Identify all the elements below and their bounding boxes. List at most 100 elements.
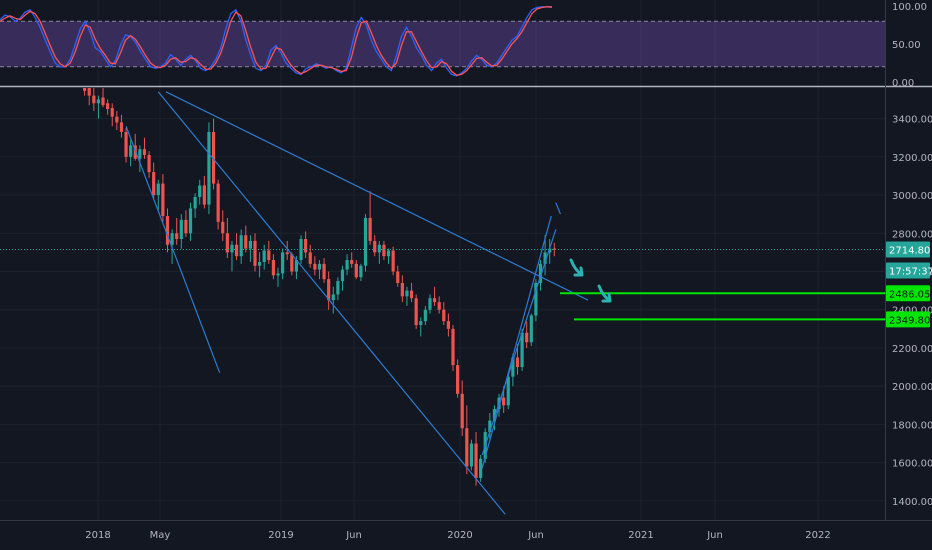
oscillator-tick-label: 100.00 (892, 2, 927, 13)
countdown-tag-text: 17:57:37 (889, 267, 932, 278)
last-price-tag-text: 2714.80 (889, 246, 930, 257)
candle-body (382, 244, 386, 257)
candle-body (142, 149, 147, 155)
candle-body (239, 235, 243, 257)
candle-body (179, 219, 183, 240)
candle-body (285, 252, 289, 255)
price-tick-label: 1400.00 (892, 497, 932, 508)
price-tick-label: 1600.00 (892, 459, 932, 470)
time-tick-label: 2022 (805, 530, 830, 541)
candle-body (156, 183, 160, 196)
candle-body (87, 88, 91, 96)
oscillator-k-line (0, 6, 553, 77)
trendline[interactable] (481, 215, 552, 469)
candle-body (230, 244, 234, 253)
candle-body (165, 216, 170, 245)
candle-body (492, 409, 497, 421)
candle-body (317, 263, 322, 270)
candle-body (267, 250, 271, 261)
price-tick-label: 3400.00 (892, 115, 932, 126)
candle-body (161, 183, 165, 217)
level-price-tag: 2349.80 (886, 311, 930, 328)
candle-body (294, 260, 299, 272)
time-tick-label: 2018 (85, 530, 110, 541)
candle-body (147, 154, 151, 173)
candle-body (202, 185, 206, 205)
candle-body (253, 240, 257, 266)
candle-body (534, 282, 538, 316)
last-price-tag: 2714.80 (886, 241, 930, 258)
price-axis: 3400.003200.003000.002800.002600.002400.… (892, 115, 932, 508)
candle-body (207, 131, 211, 205)
candle-body (543, 252, 547, 264)
candle-body (345, 260, 349, 270)
candle-body (170, 233, 174, 245)
candle-body (419, 321, 423, 326)
trendline[interactable] (125, 126, 221, 374)
candle-body (377, 244, 381, 253)
time-tick-label: Jun (527, 530, 544, 541)
candle-body (193, 196, 197, 209)
candle-body (428, 298, 432, 310)
trendline[interactable] (165, 91, 589, 301)
candle-body (152, 172, 156, 196)
trendline[interactable] (157, 91, 506, 515)
arrow-head (573, 266, 584, 277)
candle-body (529, 315, 533, 343)
candle-body (313, 263, 317, 270)
candle-body (92, 95, 96, 104)
oscillator-panel (0, 6, 885, 77)
candle-body (290, 254, 294, 272)
time-axis: 2018 May 2019 Jun 2020 Jun 2021 Jun 2022 (85, 530, 830, 541)
price-tick-label: 2400.00 (892, 306, 932, 317)
candle-body (234, 244, 239, 257)
curved-arrow-down-icon (569, 258, 584, 277)
candle-body (175, 233, 179, 240)
price-tick-label: 2800.00 (892, 229, 932, 240)
candle-body (188, 208, 193, 234)
candle-body (216, 183, 220, 222)
candle-body (432, 298, 437, 303)
candle-body (460, 393, 464, 429)
candle-body (129, 145, 133, 157)
arrow-shaft (597, 284, 611, 302)
time-tick-label: 2019 (268, 530, 293, 541)
candle-body (400, 282, 404, 297)
candle-body (506, 376, 510, 406)
candle-body (257, 261, 262, 266)
candle-body (119, 122, 124, 132)
candle-body (515, 357, 520, 368)
arrow-shaft (569, 258, 583, 276)
candle-body (520, 332, 524, 368)
candle-body (101, 97, 105, 106)
time-tick-label: Jun (706, 530, 723, 541)
candle-body (368, 217, 372, 241)
oscillator-tick-label: 0.00 (892, 78, 914, 89)
price-tick-label: 2000.00 (892, 382, 932, 393)
candle-body (211, 131, 216, 184)
candle-body (437, 302, 441, 310)
trendline[interactable] (481, 229, 557, 456)
candle-body (465, 428, 469, 467)
level-price-tag-text: 2486.05 (889, 289, 930, 300)
price-tags: 2714.80 17:57:37 2486.05 2349.80 (886, 241, 932, 328)
candle-body (184, 219, 188, 234)
candle-body (363, 217, 368, 266)
candle-body (488, 420, 492, 433)
candle-body (442, 309, 446, 322)
candle-body (511, 357, 515, 377)
oscillator-d-line (0, 6, 552, 76)
candle-body (414, 298, 418, 326)
trendline[interactable] (555, 202, 562, 215)
candle-body (110, 108, 114, 117)
candle-body (446, 321, 450, 329)
candle-body (304, 239, 308, 253)
candle-body (456, 365, 460, 394)
candle-body (469, 443, 474, 467)
candle-body (221, 221, 225, 234)
candle-body (373, 240, 377, 253)
level-price-tag: 2486.05 (886, 285, 930, 302)
level-price-tag-bg (886, 311, 930, 328)
